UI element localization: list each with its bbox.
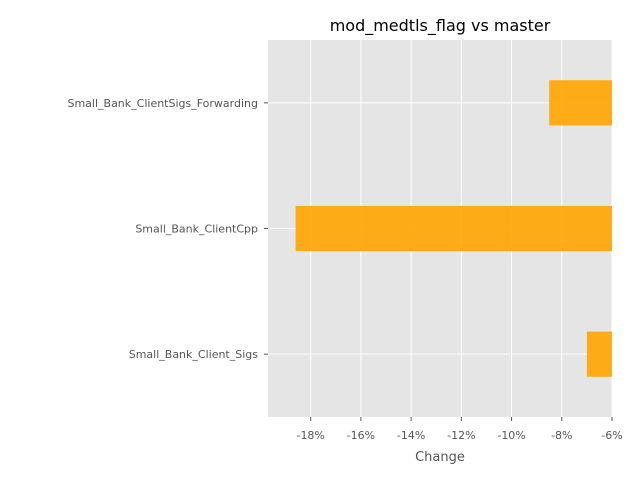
y-axis-ticks: Small_Bank_ClientSigs_Forwarding Small_Ba… xyxy=(67,97,268,361)
chart-title: mod_medtls_flag vs master xyxy=(330,16,551,36)
x-tick-label: -12% xyxy=(447,429,475,442)
bars xyxy=(295,80,612,377)
y-tick-label: Small_Bank_ClientSigs_Forwarding xyxy=(67,97,258,110)
bar xyxy=(586,331,612,377)
x-axis-ticks: -18% -16% -14% -12% -10% -8% -6% xyxy=(296,417,623,442)
x-tick-label: -10% xyxy=(497,429,525,442)
y-tick-label: Small_Bank_ClientCpp xyxy=(135,223,258,236)
x-tick-label: -6% xyxy=(601,429,622,442)
x-tick-label: -8% xyxy=(551,429,572,442)
x-tick-label: -18% xyxy=(296,429,324,442)
x-tick-label: -16% xyxy=(347,429,375,442)
bar xyxy=(549,80,612,126)
y-tick-label: Small_Bank_Client_Sigs xyxy=(129,348,259,361)
x-axis-label: Change xyxy=(415,450,465,465)
x-tick-label: -14% xyxy=(397,429,425,442)
bar xyxy=(295,205,612,252)
